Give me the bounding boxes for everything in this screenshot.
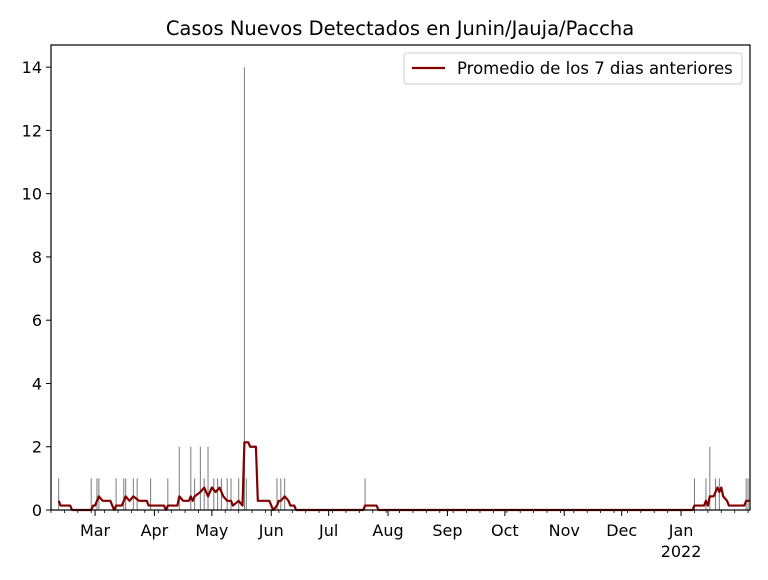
y-tick-label: 0 [32, 501, 42, 520]
bar [280, 478, 282, 510]
bar [243, 67, 245, 510]
y-tick-label: 2 [32, 438, 42, 457]
bar [245, 478, 247, 510]
bar [217, 478, 219, 510]
bar [705, 478, 707, 510]
legend: Promedio de los 7 dias anteriores [403, 52, 743, 85]
bar [238, 478, 240, 510]
line-layer [57, 441, 750, 512]
bars-layer [58, 67, 749, 510]
x-tick-label: Mar [80, 521, 111, 540]
bar [178, 446, 180, 510]
legend-label: Promedio de los 7 dias anteriores [457, 59, 733, 78]
bar [167, 478, 169, 510]
bar [718, 478, 720, 510]
x-axis: Mar Apr May Jun Jul Aug Sep Oct Nov Dec Jan 2022 [50, 510, 749, 561]
bar [226, 478, 228, 510]
x-tick-label: Apr [141, 521, 169, 540]
bar [284, 478, 286, 510]
x-tick-label: Jun [258, 521, 284, 540]
bar [90, 478, 92, 510]
bar [276, 478, 278, 510]
bar [203, 478, 205, 510]
x-tick-label: Jan [668, 521, 694, 540]
bar [194, 478, 196, 510]
bar [747, 478, 749, 510]
bar [98, 478, 100, 510]
y-tick-label: 4 [32, 374, 42, 393]
y-tick-label: 10 [22, 185, 42, 204]
x-tick-label: Jul [318, 521, 338, 540]
bar [115, 478, 117, 510]
x-tick-label: Aug [372, 521, 403, 540]
chart-title: Casos Nuevos Detectados en Junin/Jauja/P… [166, 17, 634, 40]
bar [132, 478, 134, 510]
x-tick-label: May [195, 521, 228, 540]
bar [745, 478, 747, 510]
y-tick-label: 6 [32, 311, 42, 330]
bar [150, 478, 152, 510]
x-tick-label: Sep [432, 521, 462, 540]
x-tick-label: Dec [606, 521, 637, 540]
bar [123, 478, 125, 510]
legend-box [403, 52, 743, 85]
x-tick-sublabel: 2022 [661, 542, 702, 561]
x-tick-label: Oct [491, 521, 519, 540]
plot-frame [50, 44, 751, 511]
bar [199, 446, 201, 510]
bar [364, 478, 366, 510]
y-tick-label: 14 [22, 58, 42, 77]
y-tick-label: 12 [22, 121, 42, 140]
bar [190, 446, 192, 510]
y-tick-label: 8 [32, 248, 42, 267]
bar [207, 446, 209, 510]
bar [58, 478, 60, 510]
bar [709, 446, 711, 510]
bar [230, 478, 232, 510]
bar [693, 478, 695, 510]
x-tick-label: Nov [549, 521, 580, 540]
bar [213, 478, 215, 510]
series-line [57, 441, 750, 512]
y-axis: 0 2 4 6 8 10 12 14 [22, 58, 51, 520]
bar [125, 478, 127, 510]
bar [96, 478, 98, 510]
bar [136, 478, 138, 510]
